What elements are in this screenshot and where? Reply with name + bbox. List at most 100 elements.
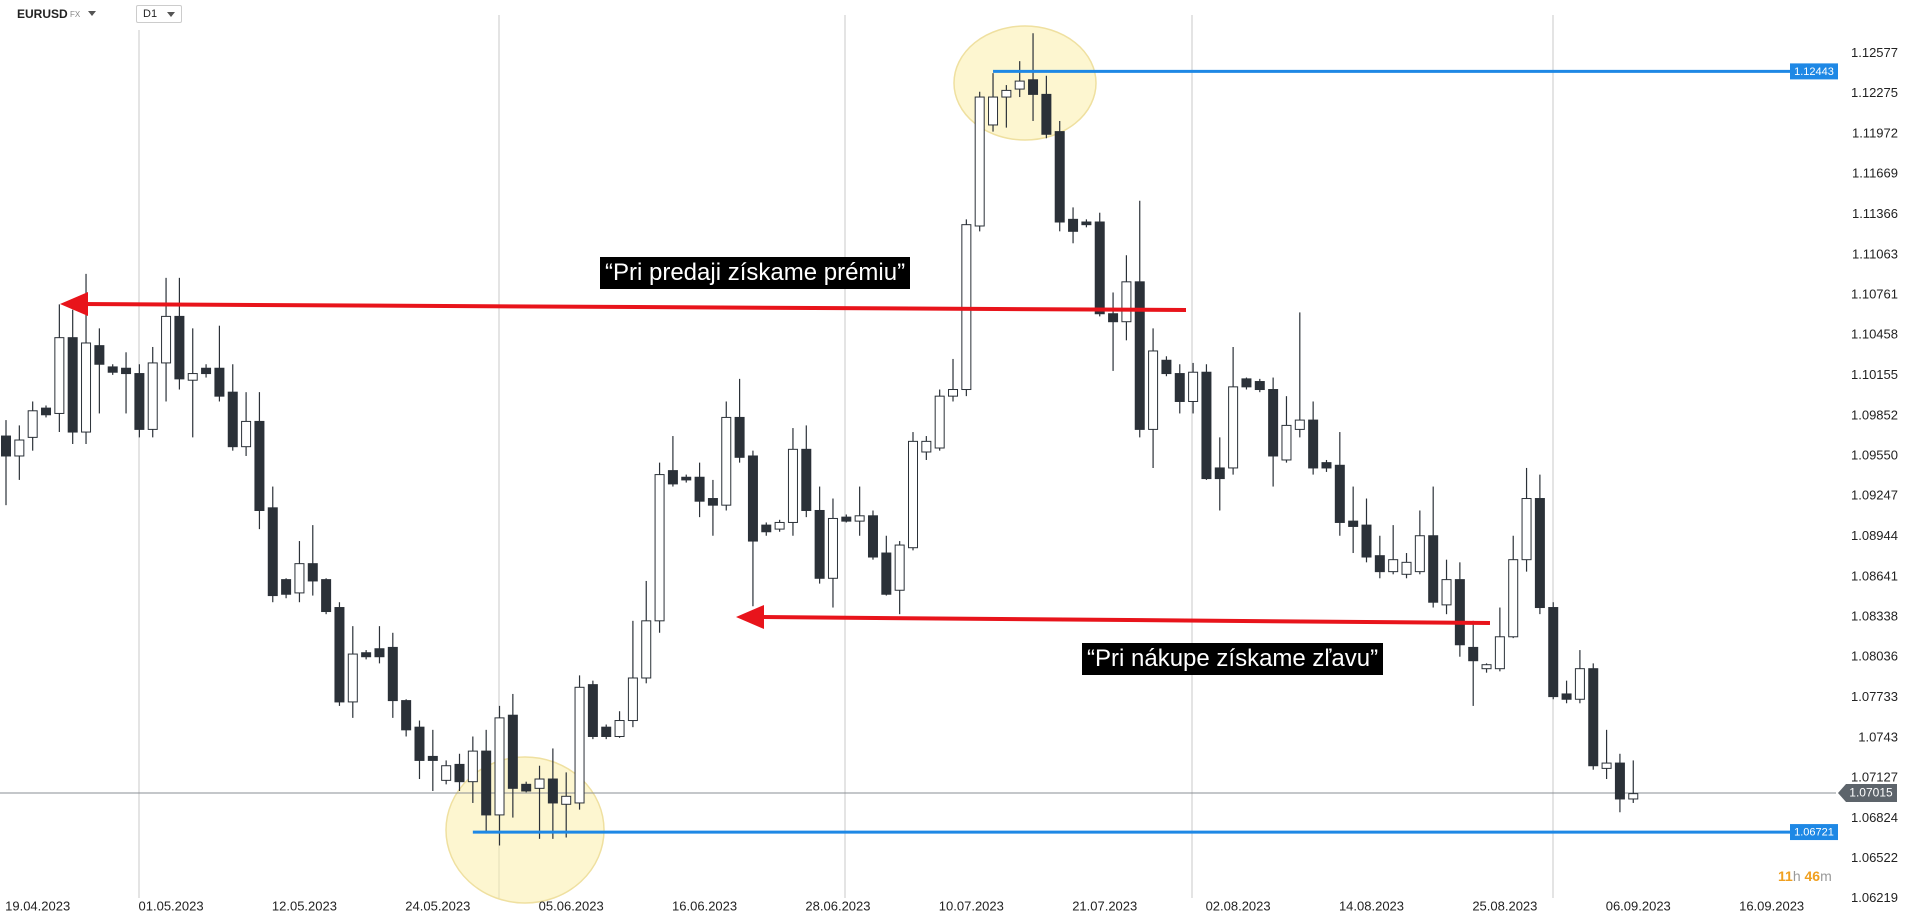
candle-body (121, 367, 132, 375)
market: FX (70, 10, 81, 19)
candle-body (54, 337, 65, 414)
candle-body (454, 763, 465, 783)
candle-body (1414, 535, 1425, 573)
candle-body (694, 476, 705, 502)
countdown-unit: m (1820, 868, 1832, 884)
timeframe-select[interactable]: D1 (136, 5, 182, 23)
candle-body (401, 700, 412, 731)
candle-body (894, 544, 905, 591)
candle-body (1148, 350, 1159, 430)
candle-body (654, 474, 665, 622)
candle-body (1281, 424, 1292, 461)
candle-body (667, 470, 678, 485)
y-tick-label: 1.10155 (1851, 367, 1898, 382)
candle-body (1068, 218, 1079, 232)
candle-body (427, 755, 438, 761)
y-tick-label: 1.08641 (1851, 568, 1898, 583)
marks-layer: 1.12577 1.12275 1.11972 1.11669 1.11366 1.110… (0, 33, 1898, 913)
candle-body (521, 783, 532, 792)
y-tick-label: 1.08944 (1851, 528, 1898, 543)
y-tick-label: 1.11366 (1852, 206, 1898, 221)
y-tick-label: 1.10458 (1851, 327, 1898, 342)
candle-body (1, 435, 12, 457)
candle-body (988, 96, 999, 126)
candle-body (881, 552, 892, 595)
y-tick-label: 1.08338 (1851, 609, 1898, 624)
candle-body (641, 620, 652, 679)
candle-body (1161, 359, 1172, 375)
x-tick-label: 25.08.2023 (1472, 898, 1537, 913)
candle-body (1214, 467, 1225, 480)
candle-body (1228, 386, 1239, 469)
candle-body (1548, 607, 1559, 698)
candle-body (747, 455, 758, 542)
candle-body (1028, 79, 1039, 95)
candle-body (1401, 561, 1412, 575)
annotation: “Pri predaji získame prémiu” (600, 257, 911, 289)
candle-body (147, 362, 158, 430)
candle-body (1121, 281, 1132, 323)
candle-body (774, 521, 785, 530)
candle-body (1588, 668, 1599, 767)
arrow-head (60, 292, 88, 316)
timeframe: D1 (143, 8, 158, 20)
x-tick-label: 24.05.2023 (405, 898, 470, 913)
y-tick-label: 1.11972 (1852, 125, 1898, 140)
symbol-dropdown[interactable] (88, 11, 96, 16)
candle-body (41, 407, 52, 416)
y-tick-label: 1.06219 (1851, 890, 1898, 905)
candle-body (587, 684, 598, 737)
candle-body (1001, 89, 1012, 98)
candle-body (721, 416, 732, 506)
level-label: 1.12443 (1794, 66, 1834, 78)
x-tick-label: 14.08.2023 (1339, 898, 1404, 913)
candle-body (14, 439, 25, 457)
candle-body (561, 795, 572, 805)
candle-body (1241, 378, 1252, 388)
candle-body (1188, 371, 1199, 402)
x-tick-label: 12.05.2023 (272, 898, 337, 913)
candle-body (854, 515, 865, 522)
y-tick-label: 1.07127 (1851, 770, 1898, 785)
candle-body (761, 524, 772, 533)
candle-body (334, 607, 345, 703)
symbol[interactable]: EURUSD (17, 7, 68, 21)
x-tick-label: 10.07.2023 (939, 898, 1004, 913)
candle-body (1268, 389, 1279, 457)
candle-body (414, 726, 425, 761)
candle-body (1388, 559, 1399, 573)
candle-body (1254, 381, 1265, 391)
candle-body (841, 516, 852, 522)
candle-body (801, 448, 812, 511)
candle-body (1468, 646, 1479, 662)
candle-body (1428, 535, 1439, 603)
level-label-box (1790, 824, 1838, 841)
candle-body (907, 440, 918, 549)
last-price-label: 1.07015 (1849, 786, 1893, 800)
arrow-head (736, 605, 764, 629)
candle-body (134, 373, 145, 430)
candle-body (267, 507, 278, 597)
candle-body (1041, 93, 1052, 135)
candle-body (1508, 559, 1519, 638)
x-tick-label: 06.09.2023 (1606, 898, 1671, 913)
x-tick-label: 21.07.2023 (1072, 898, 1137, 913)
y-tick-label: 1.0743 (1858, 729, 1898, 744)
candle-body (867, 515, 878, 558)
candle-body (1321, 462, 1332, 469)
candle-body (1108, 313, 1119, 323)
y-tick-label: 1.11063 (1852, 246, 1898, 261)
y-tick-label: 1.08036 (1851, 649, 1898, 664)
candle-body (374, 648, 385, 658)
candle-body (467, 750, 478, 783)
arrow-line (754, 615, 1491, 625)
arrow-line (79, 302, 1187, 312)
candle-body (1454, 579, 1465, 646)
background-layer (138, 15, 1554, 904)
countdown-unit: h (1792, 868, 1801, 884)
candle-body (1521, 498, 1532, 561)
candle-body (321, 579, 332, 613)
y-tick-label: 1.12275 (1851, 85, 1898, 100)
